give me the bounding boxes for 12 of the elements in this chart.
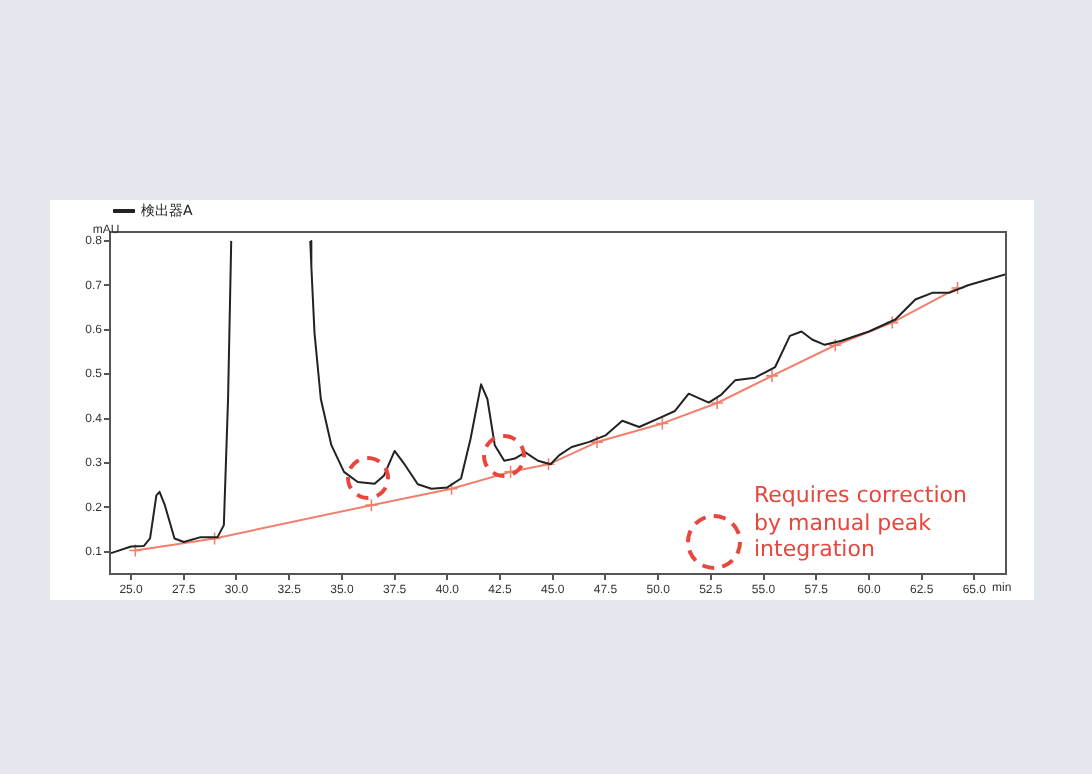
point: [364, 498, 379, 512]
point: [710, 396, 724, 410]
annotation: Requires correction by manual peak integration: [754, 482, 969, 563]
point: [590, 435, 604, 449]
point: [655, 416, 670, 431]
point: [885, 315, 899, 330]
point: [207, 531, 222, 546]
point: [541, 457, 556, 472]
point: [950, 281, 965, 295]
point: [828, 338, 843, 353]
point: [765, 369, 779, 383]
point: [128, 543, 143, 558]
